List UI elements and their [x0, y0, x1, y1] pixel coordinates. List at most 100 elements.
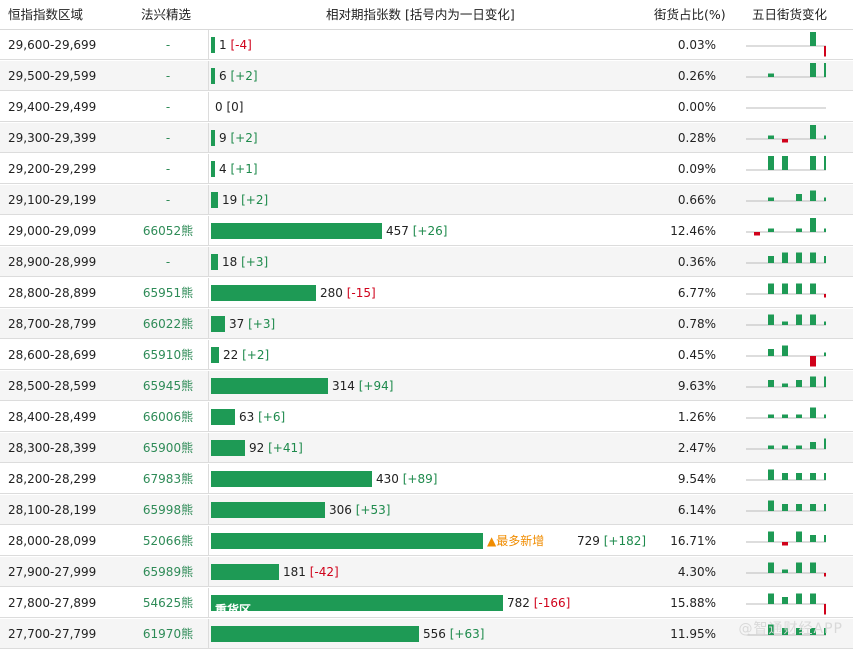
- value-number: 63: [239, 410, 259, 424]
- range-cell: 28,300-28,399: [8, 441, 97, 455]
- watermark: @智通财经APP: [738, 621, 843, 637]
- table-row: 27,800-27,899 54625熊 重货区 782 [-166] 15.88%: [0, 588, 853, 618]
- value-number: 181: [283, 565, 310, 579]
- five-day-sparkline: [746, 593, 826, 615]
- five-day-sparkline: [746, 624, 826, 636]
- fx-warrant-cell: -: [165, 131, 171, 145]
- fx-warrant-cell[interactable]: 65951熊: [142, 286, 194, 300]
- spark-bar: [768, 156, 774, 170]
- spark-bar: [768, 414, 774, 418]
- spark-bar: [796, 445, 802, 449]
- spark-bar: [810, 283, 816, 294]
- value-number: 457: [386, 224, 413, 238]
- fx-warrant-cell[interactable]: 65900熊: [142, 441, 194, 455]
- spark-bar: [782, 445, 788, 449]
- spark-bar: [824, 628, 826, 635]
- five-day-sparkline: [746, 252, 826, 264]
- value-number: 430: [376, 472, 403, 486]
- spark-bar: [754, 232, 760, 236]
- bar-value-label: 4 [+1]: [219, 154, 258, 184]
- spark-bar: [810, 442, 816, 449]
- fx-warrant-cell[interactable]: 61970熊: [142, 627, 194, 641]
- spark-bar: [810, 473, 816, 480]
- five-day-sparkline: [746, 314, 826, 326]
- five-day-sparkline: [746, 407, 826, 419]
- bar-cell: 280 [-15]: [208, 278, 648, 308]
- bar: [211, 37, 215, 53]
- fx-warrant-cell[interactable]: 65989熊: [142, 565, 194, 579]
- fx-warrant-cell[interactable]: 65998熊: [142, 503, 194, 517]
- percent-cell: 12.46%: [670, 224, 716, 238]
- change-label: [-42]: [309, 565, 339, 579]
- spark-bar: [824, 135, 826, 139]
- table-row: 28,700-28,799 66022熊 37 [+3] 0.78%: [0, 309, 853, 339]
- bar: [211, 254, 218, 270]
- fx-warrant-cell[interactable]: 66022熊: [142, 317, 194, 331]
- fx-warrant-cell[interactable]: 65945熊: [142, 379, 194, 393]
- spark-bar: [782, 321, 788, 325]
- range-cell: 29,200-29,299: [8, 162, 97, 176]
- value-number: 92: [249, 441, 269, 455]
- fx-warrant-cell[interactable]: 67983熊: [142, 472, 194, 486]
- value-number: 4: [219, 162, 231, 176]
- range-cell: 28,200-28,299: [8, 472, 97, 486]
- spark-bar: [824, 63, 826, 77]
- change-label: [+94]: [358, 379, 394, 393]
- spark-bar: [768, 135, 774, 139]
- spark-bar: [824, 473, 826, 480]
- spark-bar: [768, 197, 774, 201]
- bar: [211, 161, 215, 177]
- change-label: [+2]: [230, 69, 258, 83]
- five-day-sparkline: [746, 376, 826, 388]
- header-chart: 相对期指张数 [括号内为一日变化]: [326, 7, 515, 22]
- spark-bar: [768, 624, 774, 635]
- value-number: 22: [223, 348, 243, 362]
- spark-bar: [782, 628, 788, 635]
- fx-warrant-cell: -: [165, 38, 171, 52]
- five-day-sparkline: [746, 107, 826, 109]
- bar: [211, 502, 325, 518]
- bar-cell: 37 [+3]: [208, 309, 648, 339]
- change-label: [+2]: [241, 193, 269, 207]
- bar-cell: 430 [+89]: [208, 464, 648, 494]
- value-number: 306: [329, 503, 356, 517]
- header-pct: 街货占比(%): [654, 7, 726, 22]
- percent-cell: 0.26%: [677, 69, 716, 83]
- bar: [211, 347, 219, 363]
- fx-warrant-cell[interactable]: 66052熊: [142, 224, 194, 238]
- bar-value-label: 457 [+26]: [386, 216, 447, 246]
- range-cell: 27,700-27,799: [8, 627, 97, 641]
- percent-cell: 0.09%: [677, 162, 716, 176]
- spark-bar: [768, 593, 774, 604]
- bar-cell: 306 [+53]: [208, 495, 648, 525]
- fx-warrant-cell[interactable]: 54625熊: [142, 596, 194, 610]
- range-cell: 29,600-29,699: [8, 38, 97, 52]
- spark-bar: [782, 504, 788, 511]
- spark-bar: [810, 356, 816, 367]
- header-range: 恒指指数区域: [8, 7, 84, 22]
- spark-bar: [810, 407, 816, 418]
- bar-value-label: 92 [+41]: [249, 433, 303, 463]
- spark-bar: [810, 376, 816, 387]
- fx-warrant-cell[interactable]: 52066熊: [142, 534, 194, 548]
- header-five-day: 五日街货变化: [752, 7, 828, 22]
- bar-value-label: 0 [0]: [215, 92, 243, 122]
- table-row: 28,000-28,099 52066熊 ▲最多新增 729 [+182] 16.71%: [0, 526, 853, 556]
- spark-bar: [824, 321, 826, 325]
- bar-value-label: 306 [+53]: [329, 495, 390, 525]
- range-cell: 28,900-28,999: [8, 255, 97, 269]
- fx-warrant-cell[interactable]: 65910熊: [142, 348, 194, 362]
- bar-cell: ▲最多新增 729 [+182]: [208, 526, 648, 556]
- bar-cell: 6 [+2]: [208, 61, 648, 91]
- table-row: 28,200-28,299 67983熊 430 [+89] 9.54%: [0, 464, 853, 494]
- spark-bar: [796, 194, 802, 201]
- bar-cell: 63 [+6]: [208, 402, 648, 432]
- change-label: [+3]: [241, 255, 269, 269]
- fx-warrant-cell[interactable]: 66006熊: [142, 410, 194, 424]
- change-label: [+1]: [230, 162, 258, 176]
- spark-bar: [768, 283, 774, 294]
- five-day-sparkline: [746, 125, 826, 143]
- spark-bar: [782, 345, 788, 356]
- bar: [211, 378, 328, 394]
- percent-cell: 0.03%: [677, 38, 716, 52]
